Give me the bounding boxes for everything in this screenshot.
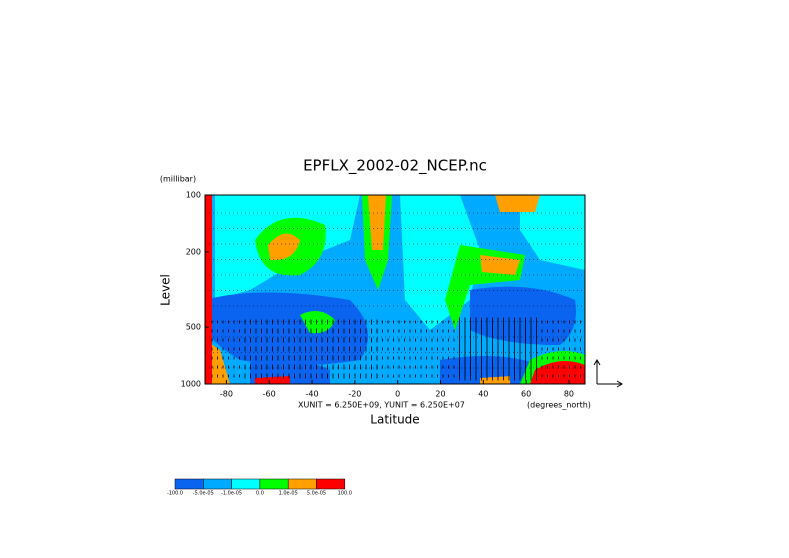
- colorbar-box: [316, 478, 346, 490]
- contour-field: [205, 195, 585, 384]
- x-tick-label: -80: [220, 390, 233, 399]
- contour-fill: [368, 195, 386, 250]
- contour-fill: [205, 195, 212, 384]
- contour-fill: [520, 195, 585, 270]
- contour-fill: [255, 376, 290, 384]
- contour-fill: [530, 361, 585, 384]
- x-tick-label: 20: [435, 390, 445, 399]
- contour-fill: [495, 195, 540, 212]
- plot-frame: [204, 194, 586, 385]
- x-tick-label: -40: [306, 390, 319, 399]
- chart-title: EPFLX_2002-02_NCEP.nc: [303, 157, 487, 176]
- y-tick-label: 1000: [181, 380, 201, 389]
- x-unit: (degrees_north): [527, 401, 591, 410]
- x-tick-label: -20: [348, 390, 361, 399]
- colorbar-box: [287, 478, 317, 490]
- flux-arrows: [205, 212, 585, 381]
- contour-fill: [268, 233, 300, 261]
- x-tick-label: 60: [521, 390, 531, 399]
- x-tick-label: 80: [564, 390, 574, 399]
- y-unit: (millibar): [160, 175, 196, 184]
- colorbar-label: 1.0e-05: [279, 491, 298, 497]
- colorbar-label: -1.0e-05: [221, 491, 242, 497]
- reference-arrow: [593, 359, 623, 388]
- colorbar-box: [259, 478, 289, 490]
- contour-fill: [480, 376, 510, 384]
- x-tick-label: -60: [263, 390, 276, 399]
- y-tick-label: 500: [186, 323, 201, 332]
- colorbar-label: -5.0e-05: [193, 491, 214, 497]
- x-axis-label: Latitude: [370, 413, 419, 427]
- colorbar-label: 5.0e-05: [307, 491, 326, 497]
- x-tick-label: 0: [395, 390, 400, 399]
- x-tick-label: 40: [478, 390, 488, 399]
- unit-note: XUNIT = 6.250E+09, YUNIT = 6.250E+07: [298, 401, 465, 410]
- y-axis-label: Level: [159, 274, 173, 306]
- contour-fill: [480, 255, 520, 275]
- colorbar-label: -100.0: [167, 491, 183, 497]
- contour-fill: [470, 286, 576, 345]
- y-tick-label: 200: [186, 247, 201, 256]
- colorbar-box: [174, 478, 204, 490]
- colorbar-box: [203, 478, 232, 490]
- colorbar-label: 0.0: [256, 491, 264, 497]
- colorbar-label: 100.0: [338, 491, 352, 497]
- colorbar-box: [231, 478, 261, 490]
- contour-fill: [300, 311, 335, 334]
- y-tick-label: 100: [186, 191, 201, 200]
